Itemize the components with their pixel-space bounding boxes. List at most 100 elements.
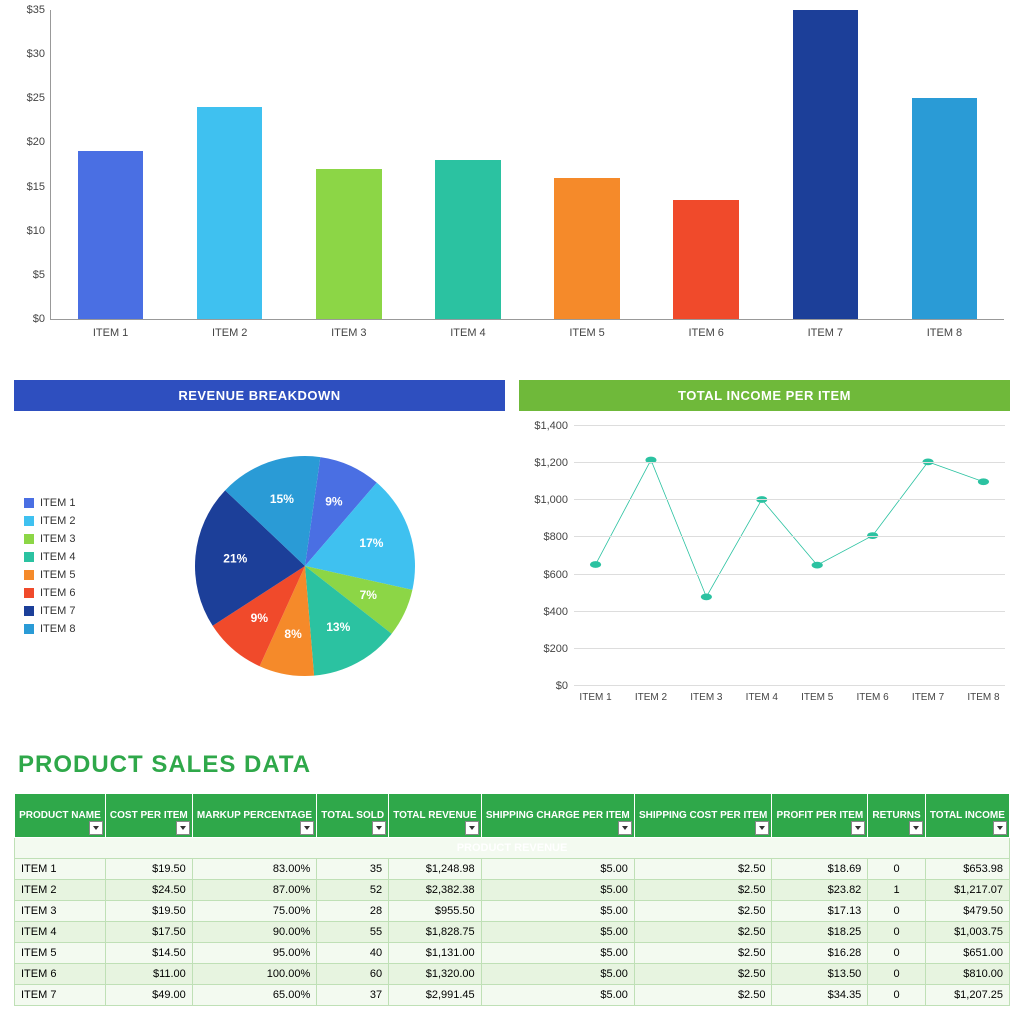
pie-svg-wrap: 9%17%7%13%8%9%21%15% bbox=[114, 436, 495, 696]
table-cell: 75.00% bbox=[192, 901, 316, 922]
table-cell: $13.50 bbox=[772, 964, 868, 985]
table-cell: $2.50 bbox=[634, 859, 772, 880]
table-cell: 0 bbox=[868, 922, 925, 943]
table-banner: PRODUCT REVENUE bbox=[15, 838, 1010, 859]
table-header-cell[interactable]: TOTAL SOLD bbox=[317, 794, 389, 838]
table-banner-row: PRODUCT REVENUE bbox=[15, 838, 1010, 859]
table-header-cell[interactable]: TOTAL INCOME bbox=[925, 794, 1009, 838]
panels-row: REVENUE BREAKDOWN ITEM 1ITEM 2ITEM 3ITEM… bbox=[0, 380, 1024, 721]
line-chart-ytick: $400 bbox=[544, 606, 574, 618]
table-cell: ITEM 3 bbox=[15, 901, 106, 922]
table-cell: $1,320.00 bbox=[389, 964, 482, 985]
bar bbox=[912, 98, 978, 319]
pie-legend-label: ITEM 8 bbox=[40, 623, 75, 635]
filter-dropdown-icon[interactable] bbox=[618, 821, 632, 835]
bar bbox=[554, 178, 620, 319]
filter-dropdown-icon[interactable] bbox=[851, 821, 865, 835]
filter-dropdown-icon[interactable] bbox=[372, 821, 386, 835]
table-cell: $5.00 bbox=[481, 985, 634, 1006]
table-cell: 37 bbox=[317, 985, 389, 1006]
table-cell: ITEM 4 bbox=[15, 922, 106, 943]
line-chart-xtick: ITEM 3 bbox=[690, 686, 722, 703]
line-gridline bbox=[574, 499, 1005, 500]
pie-legend-swatch bbox=[24, 606, 34, 616]
line-chart-ytick: $1,400 bbox=[534, 420, 574, 432]
table-header-label: SHIPPING CHARGE PER ITEM bbox=[486, 810, 630, 821]
table-cell: 90.00% bbox=[192, 922, 316, 943]
table-header-cell[interactable]: SHIPPING COST PER ITEM bbox=[634, 794, 772, 838]
pie-legend-label: ITEM 6 bbox=[40, 587, 75, 599]
pie-legend-label: ITEM 1 bbox=[40, 497, 75, 509]
total-income-title: TOTAL INCOME PER ITEM bbox=[519, 380, 1010, 411]
table-cell: $19.50 bbox=[105, 901, 192, 922]
bar-chart-ytick: $30 bbox=[27, 48, 51, 60]
table-header-label: TOTAL REVENUE bbox=[393, 810, 476, 821]
pie-slice-label: 21% bbox=[223, 552, 247, 566]
table-cell: $2.50 bbox=[634, 901, 772, 922]
table-cell: $11.00 bbox=[105, 964, 192, 985]
line-gridline bbox=[574, 536, 1005, 537]
bar-chart-ytick: $15 bbox=[27, 181, 51, 193]
table-cell: $651.00 bbox=[925, 943, 1009, 964]
table-header-cell[interactable]: RETURNS bbox=[868, 794, 925, 838]
bar bbox=[673, 200, 739, 319]
bar-chart-xtick: ITEM 7 bbox=[808, 319, 843, 339]
bar-chart: $0$5$10$15$20$25$30$35ITEM 1ITEM 2ITEM 3… bbox=[0, 0, 1024, 380]
table-cell: $1,131.00 bbox=[389, 943, 482, 964]
pie-legend-item: ITEM 1 bbox=[24, 497, 114, 509]
table-cell: ITEM 2 bbox=[15, 880, 106, 901]
table-cell: 100.00% bbox=[192, 964, 316, 985]
table-body: ITEM 1$19.5083.00%35$1,248.98$5.00$2.50$… bbox=[15, 859, 1010, 1006]
filter-dropdown-icon[interactable] bbox=[176, 821, 190, 835]
pie-chart-svg: 9%17%7%13%8%9%21%15% bbox=[175, 436, 435, 696]
table-cell: $2,991.45 bbox=[389, 985, 482, 1006]
filter-dropdown-icon[interactable] bbox=[465, 821, 479, 835]
table-cell: $34.35 bbox=[772, 985, 868, 1006]
table-cell: 0 bbox=[868, 985, 925, 1006]
table-header-cell[interactable]: PROFIT PER ITEM bbox=[772, 794, 868, 838]
filter-dropdown-icon[interactable] bbox=[300, 821, 314, 835]
table-header-cell[interactable]: PRODUCT NAME bbox=[15, 794, 106, 838]
pie-legend-swatch bbox=[24, 516, 34, 526]
revenue-breakdown-title: REVENUE BREAKDOWN bbox=[14, 380, 505, 411]
table-cell: $955.50 bbox=[389, 901, 482, 922]
line-chart-xtick: ITEM 8 bbox=[967, 686, 999, 703]
pie-legend-label: ITEM 5 bbox=[40, 569, 75, 581]
line-chart-ytick: $1,000 bbox=[534, 494, 574, 506]
pie-legend-swatch bbox=[24, 588, 34, 598]
table-cell: $5.00 bbox=[481, 901, 634, 922]
bar-chart-plot: $0$5$10$15$20$25$30$35ITEM 1ITEM 2ITEM 3… bbox=[50, 10, 1004, 320]
line-marker bbox=[978, 478, 989, 485]
table-cell: 40 bbox=[317, 943, 389, 964]
bar bbox=[197, 107, 263, 319]
table-cell: $2.50 bbox=[634, 964, 772, 985]
table-cell: 0 bbox=[868, 964, 925, 985]
filter-dropdown-icon[interactable] bbox=[993, 821, 1007, 835]
table-cell: $18.25 bbox=[772, 922, 868, 943]
table-header-cell[interactable]: COST PER ITEM bbox=[105, 794, 192, 838]
table-cell: 60 bbox=[317, 964, 389, 985]
filter-dropdown-icon[interactable] bbox=[909, 821, 923, 835]
table-cell: 55 bbox=[317, 922, 389, 943]
table-cell: $24.50 bbox=[105, 880, 192, 901]
table-cell: $5.00 bbox=[481, 943, 634, 964]
table-header-cell[interactable]: TOTAL REVENUE bbox=[389, 794, 482, 838]
pie-slice-label: 7% bbox=[359, 588, 377, 602]
table-header-cell[interactable]: SHIPPING CHARGE PER ITEM bbox=[481, 794, 634, 838]
table-row: ITEM 3$19.5075.00%28$955.50$5.00$2.50$17… bbox=[15, 901, 1010, 922]
table-cell: $49.00 bbox=[105, 985, 192, 1006]
bar-chart-ytick: $5 bbox=[33, 269, 51, 281]
pie-legend: ITEM 1ITEM 2ITEM 3ITEM 4ITEM 5ITEM 6ITEM… bbox=[24, 491, 114, 641]
pie-slice-label: 17% bbox=[359, 536, 383, 550]
table-header-cell[interactable]: MARKUP PERCENTAGE bbox=[192, 794, 316, 838]
filter-dropdown-icon[interactable] bbox=[755, 821, 769, 835]
filter-dropdown-icon[interactable] bbox=[89, 821, 103, 835]
pie-legend-swatch bbox=[24, 534, 34, 544]
table-cell: $1,207.25 bbox=[925, 985, 1009, 1006]
bar-chart-xtick: ITEM 5 bbox=[569, 319, 604, 339]
table-row: ITEM 2$24.5087.00%52$2,382.38$5.00$2.50$… bbox=[15, 880, 1010, 901]
table-cell: 1 bbox=[868, 880, 925, 901]
table-row: ITEM 6$11.00100.00%60$1,320.00$5.00$2.50… bbox=[15, 964, 1010, 985]
product-revenue-table: PRODUCT REVENUE PRODUCT NAMECOST PER ITE… bbox=[14, 793, 1010, 1006]
table-cell: $18.69 bbox=[772, 859, 868, 880]
